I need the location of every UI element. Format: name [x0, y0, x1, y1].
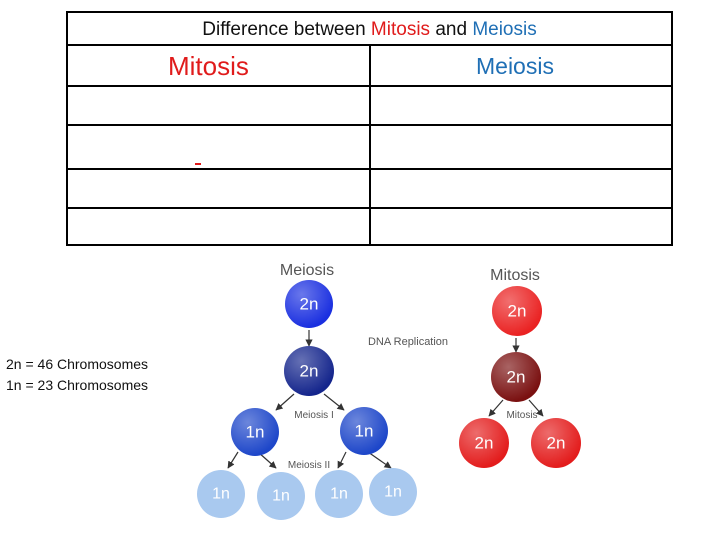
chromosome-note: 2n = 46 Chromosomes 1n = 23 Chromosomes	[6, 354, 148, 396]
cell-circle	[197, 470, 245, 518]
cell-label: 1n	[272, 488, 290, 505]
division-diagram: Meiosis Mitosis DNA Replication Meiosis …	[197, 262, 581, 520]
dna-replication-label: DNA Replication	[368, 336, 448, 348]
column-header-meiosis: Meiosis	[476, 53, 554, 79]
cell-circle	[257, 472, 305, 520]
meiosis-i-cell-left: 1n	[231, 408, 279, 456]
meiosis-ii-cell-2: 1n	[257, 472, 305, 520]
cell-label: 2n	[508, 302, 527, 321]
mitosis-start-cell: 2n	[492, 286, 542, 336]
mitosis-daughter-cell-left: 2n	[459, 418, 509, 468]
meiosis-ii-cell-4: 1n	[369, 468, 417, 516]
comparison-table: Difference between Mitosis and Meiosis M…	[66, 11, 673, 246]
meiosis-ii-cell-1: 1n	[197, 470, 245, 518]
mitosis-step-label: Mitosis	[506, 410, 537, 421]
division-arrows	[227, 330, 544, 469]
cell-label: 2n	[507, 368, 526, 387]
title-meiosis: Meiosis	[472, 19, 537, 40]
meiosis-ii-label: Meiosis II	[288, 460, 330, 471]
cell-label: 1n	[355, 422, 374, 441]
mitosis-daughter-cell-right: 2n	[531, 418, 581, 468]
stray-mark	[195, 163, 201, 165]
title-and: and	[430, 19, 473, 40]
cell-label: 2n	[300, 362, 319, 381]
cell-label: 2n	[547, 434, 566, 453]
haploid-note: 1n = 23 Chromosomes	[6, 377, 149, 393]
meiosis-i-label: Meiosis I	[294, 410, 333, 421]
column-header-mitosis: Mitosis	[168, 51, 249, 81]
cell-label: 2n	[300, 295, 319, 314]
title-mitosis: Mitosis	[370, 19, 431, 40]
meiosis-title: Meiosis	[280, 262, 334, 279]
meiosis-i-cell-right: 1n	[340, 407, 388, 455]
cell-label: 1n	[330, 486, 348, 503]
meiosis-replicated-cell: 2n	[284, 346, 334, 396]
cell-circle	[369, 468, 417, 516]
mitosis-replicated-cell: 2n	[491, 352, 541, 402]
table-title: Difference between Mitosis and Meiosis	[68, 19, 671, 41]
mitosis-title: Mitosis	[490, 267, 540, 284]
meiosis-start-cell: 2n	[285, 280, 333, 328]
cell-label: 1n	[212, 486, 230, 503]
cell-label: 1n	[384, 484, 402, 501]
cell-circle	[315, 470, 363, 518]
cell-label: 2n	[475, 434, 494, 453]
diploid-note: 2n = 46 Chromosomes	[6, 356, 149, 372]
title-prefix: Difference between	[202, 19, 371, 40]
meiosis-ii-cell-3: 1n	[315, 470, 363, 518]
column-divider	[369, 44, 371, 244]
cell-label: 1n	[246, 423, 265, 442]
